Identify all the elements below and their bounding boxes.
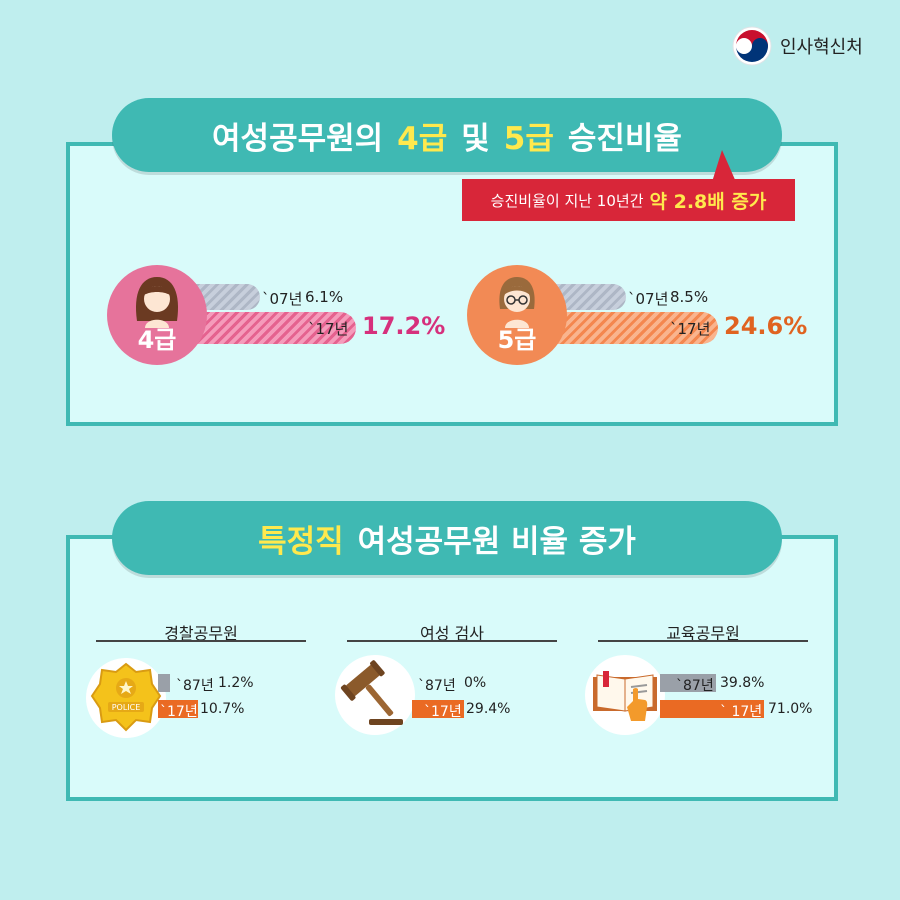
police-prev-bar <box>158 674 170 692</box>
callout-text: 승진비율이 지난 10년간 <box>490 191 644 210</box>
logo-text: 인사혁신처 <box>780 37 863 58</box>
book-icon <box>593 671 657 721</box>
grade4-cur-label: `17년 <box>308 320 349 338</box>
prosecutor-cur-bar <box>412 700 464 718</box>
grade5-cur-label: `17년 <box>670 320 711 338</box>
section1-title-grade5: 5급 <box>503 120 554 157</box>
special-positions-panel <box>66 535 838 801</box>
category-education-title: 교육공무원 <box>666 624 740 643</box>
section2-title-rest: 여성공무원 비율 증가 <box>357 523 636 560</box>
section2-title: 특정직 여성공무원 비율 증가 <box>112 501 782 575</box>
police-cur-value: 10.7% <box>200 701 245 717</box>
woman-icon <box>135 277 179 328</box>
prosecutor-prev-label: `87년 <box>418 678 456 694</box>
logo: 인사혁신처 <box>732 24 882 68</box>
category-prosecutor-divider <box>347 640 557 642</box>
police-cur-bar <box>158 700 198 718</box>
gavel-icon <box>340 660 403 725</box>
category-prosecutor-title: 여성 검사 <box>420 624 484 643</box>
section1-title-mid: 및 <box>461 120 490 157</box>
prosecutor-cur-value: 29.4% <box>466 701 511 717</box>
callout-box: 승진비율이 지난 10년간 약 2.8배 증가 <box>462 179 795 221</box>
grade5-label: 5급 <box>497 326 537 354</box>
grade4-prev-value: 6.1% <box>305 288 344 306</box>
grade4-label: 4급 <box>137 326 177 354</box>
grade4-cur-bar <box>186 312 356 344</box>
prosecutor-prev-value: 0% <box>464 675 487 691</box>
section1-title-prefix: 여성공무원의 <box>212 120 384 157</box>
section1-title-grade4: 4급 <box>397 120 448 157</box>
police-prev-value: 1.2% <box>218 675 254 691</box>
callout-highlight: 약 2.8배 증가 <box>649 190 767 213</box>
section1-title: 여성공무원의 4급 및 5급 승진비율 <box>112 98 782 172</box>
education-cur-label: ` 17년 <box>720 704 763 720</box>
education-cur-bar <box>660 700 764 718</box>
section1-title-suffix: 승진비율 <box>567 120 682 157</box>
category-police-title: 경찰공무원 <box>164 624 238 643</box>
section2-title-highlight: 특정직 <box>258 523 344 560</box>
education-prev-bar <box>660 674 716 692</box>
grade4-prev-label: `07년 <box>262 290 303 308</box>
grade5-cur-value: 24.6% <box>724 312 808 340</box>
police-badge-icon: POLICE <box>90 662 162 732</box>
grade5-prev-label: `07년 <box>628 290 669 308</box>
grade4-cur-value: 17.2% <box>362 312 446 340</box>
prosecutor-cur-label: `17년 <box>424 704 462 720</box>
grade5-cur-bar <box>552 312 718 344</box>
police-badge-text: POLICE <box>112 703 141 712</box>
education-cur-value: 71.0% <box>768 701 813 717</box>
taegeuk-logo-icon <box>732 26 772 66</box>
callout-tail <box>712 150 736 182</box>
category-police-divider <box>96 640 306 642</box>
grade5-avatar: 5급 <box>467 265 567 365</box>
grade5-prev-value: 8.5% <box>670 288 709 306</box>
police-prev-label: `87년 <box>176 678 214 694</box>
police-cur-label: `17년 <box>160 704 198 720</box>
education-prev-label: `87년 <box>676 678 714 694</box>
woman-glasses-icon <box>499 277 535 328</box>
education-prev-value: 39.8% <box>720 675 765 691</box>
category-education-divider <box>598 640 808 642</box>
grade4-avatar: 4급 <box>107 265 207 365</box>
